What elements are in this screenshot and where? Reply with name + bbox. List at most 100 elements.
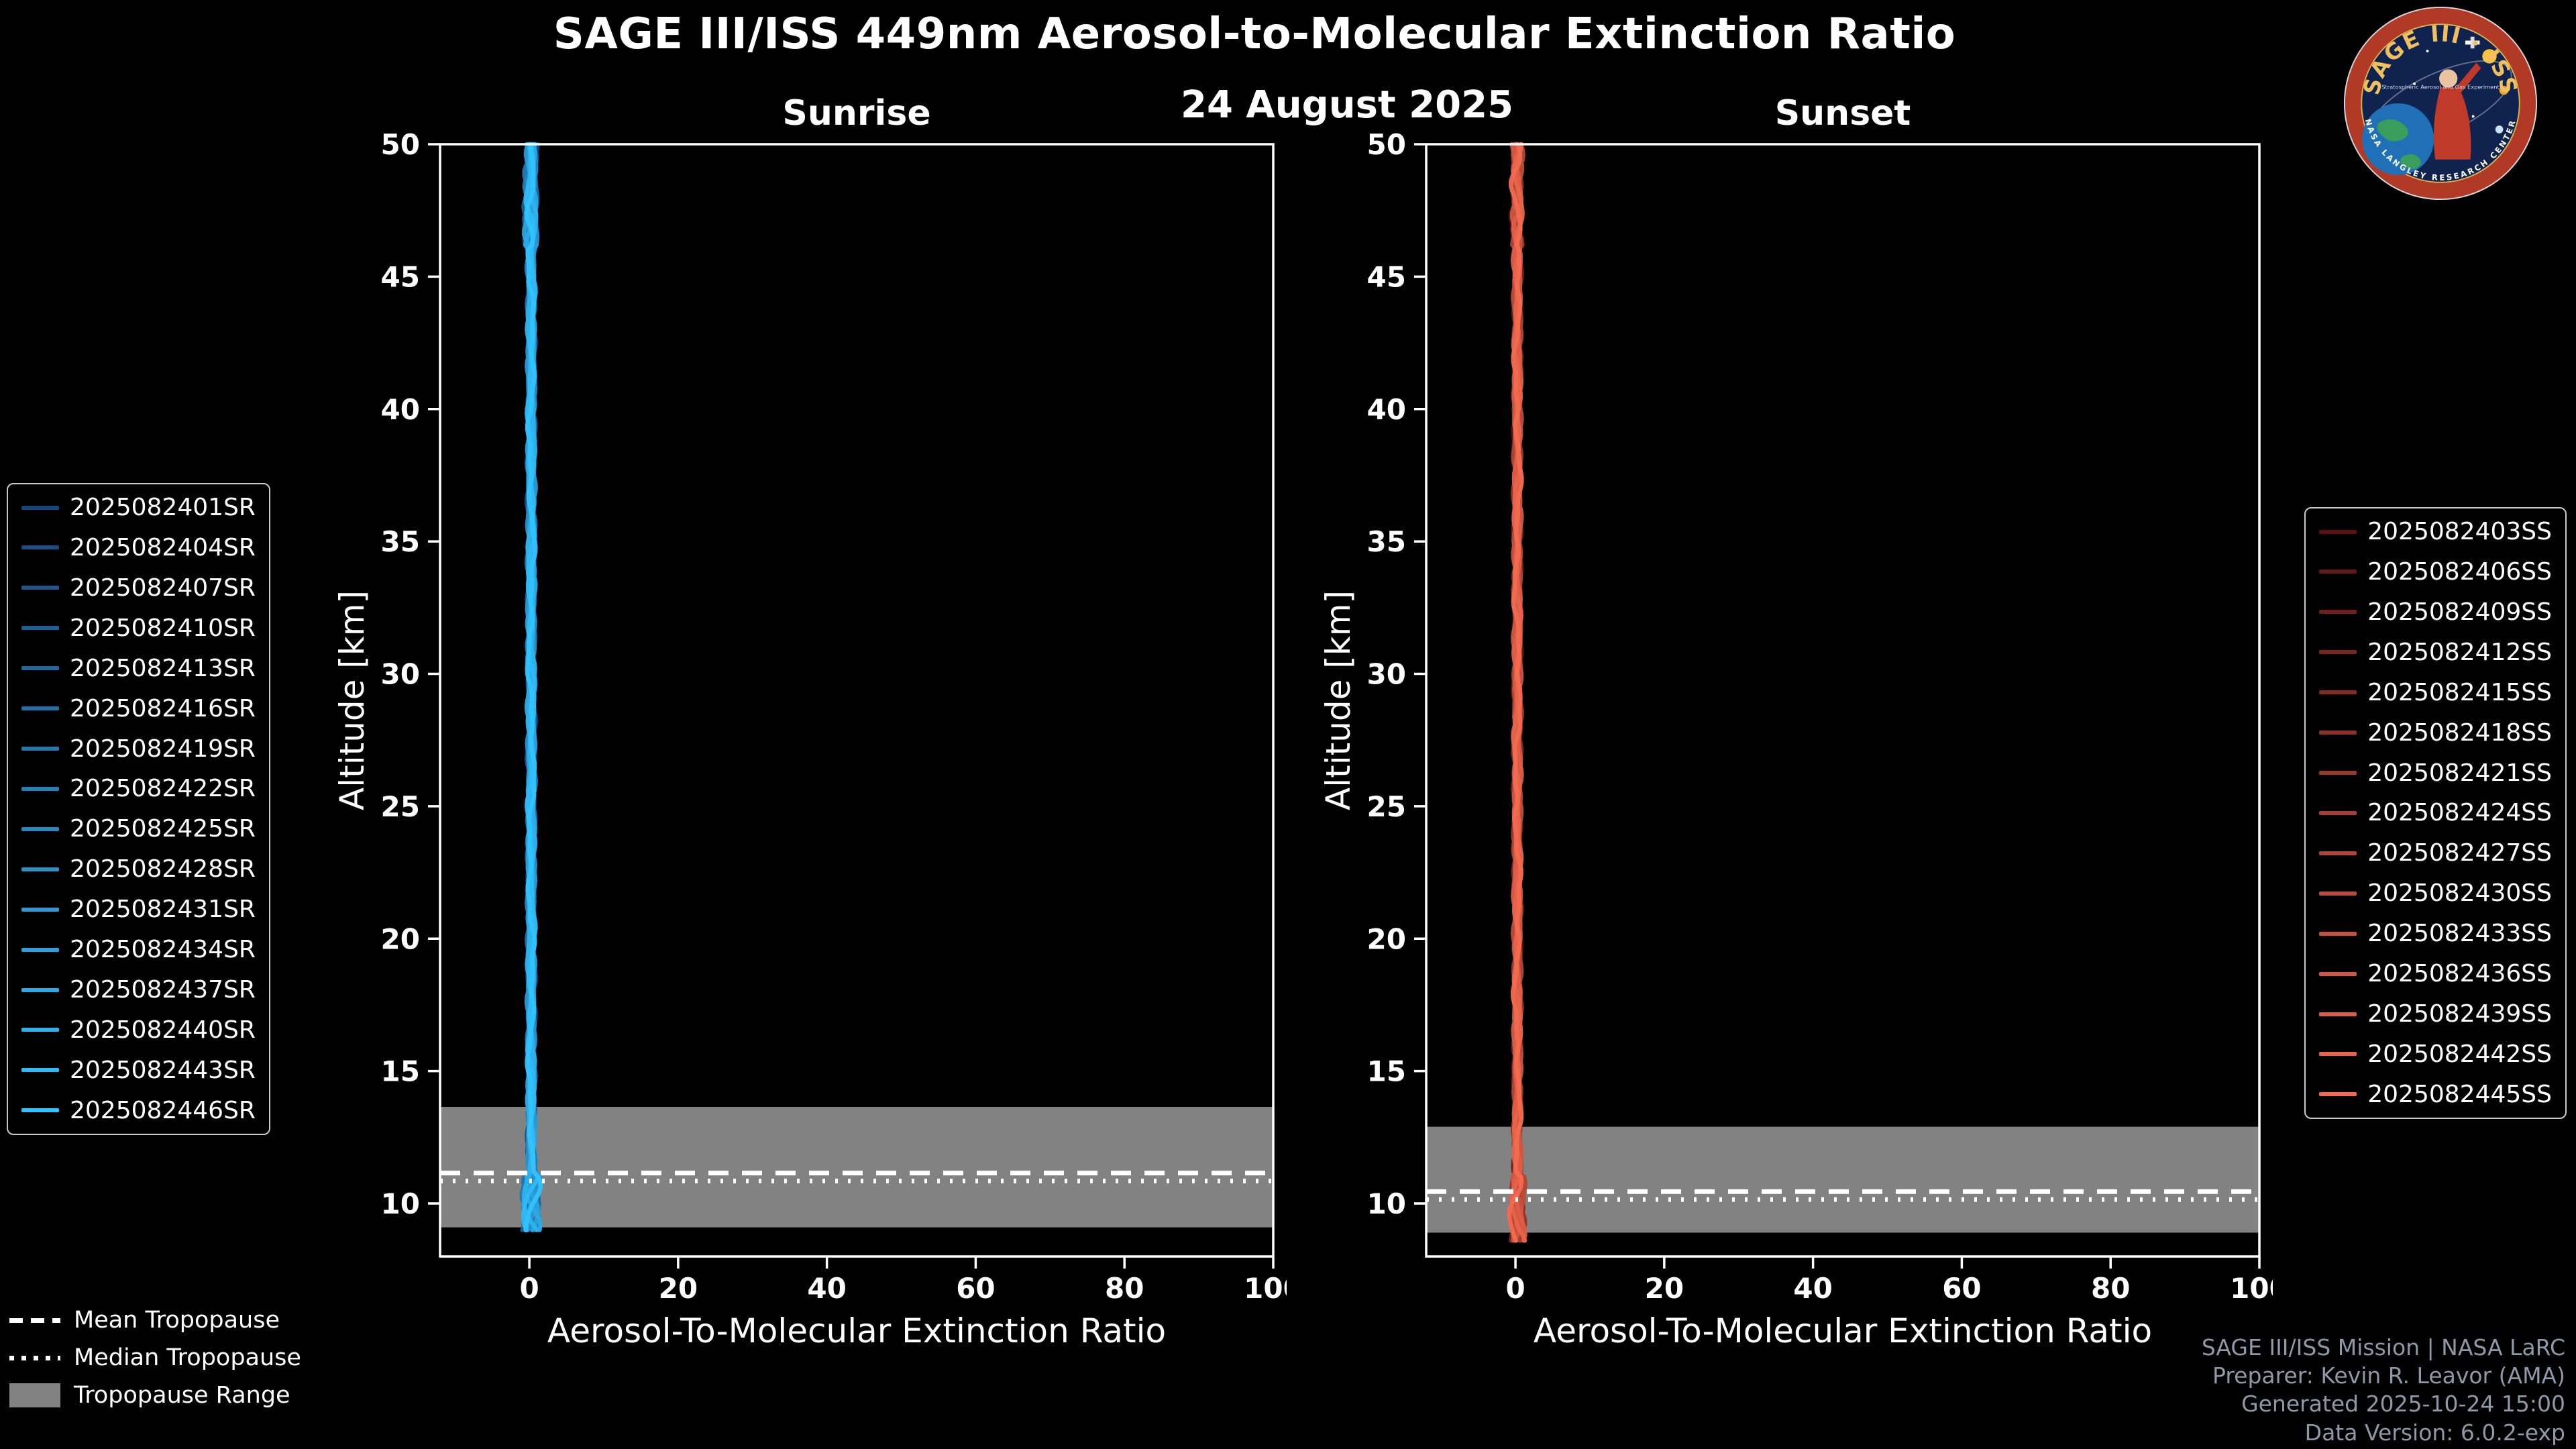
y-tick-label: 30 — [1367, 658, 1406, 691]
legend-item-2025082406SS: 2025082406SS — [2319, 558, 2552, 586]
legend-item-2025082404SR: 2025082404SR — [21, 534, 256, 561]
legend-line-swatch — [2319, 529, 2357, 534]
figure-title: SAGE III/ISS 449nm Aerosol-to-Molecular … — [553, 9, 1956, 59]
plot-border — [1425, 143, 2261, 1258]
y-tick-label: 50 — [381, 128, 420, 161]
legend-line-swatch — [21, 706, 59, 711]
legend-line-swatch — [2319, 650, 2357, 655]
legend-line-swatch — [21, 987, 59, 992]
y-tick-label: 35 — [1367, 525, 1406, 558]
legend-event-label: 2025082416SR — [70, 694, 256, 722]
legend-item-2025082446SR: 2025082446SR — [21, 1097, 256, 1124]
mean-tropopause-label: Mean Tropopause — [74, 1307, 280, 1334]
legend-event-label: 2025082434SR — [70, 936, 256, 964]
legend-event-label: 2025082410SR — [70, 614, 256, 642]
legend-event-label: 2025082421SS — [2367, 759, 2552, 787]
legend-line-swatch — [2319, 810, 2357, 815]
tropopause-range-band — [1426, 1126, 2259, 1233]
credit-line-generated: Generated 2025-10-24 15:00 — [2241, 1391, 2565, 1417]
legend-event-label: 2025082419SR — [70, 735, 256, 763]
legend-item-2025082409SS: 2025082409SS — [2319, 598, 2552, 626]
legend-line-swatch — [21, 786, 59, 791]
legend-line-swatch — [21, 747, 59, 751]
legend-event-label: 2025082440SR — [70, 1016, 256, 1044]
legend-item-2025082433SS: 2025082433SS — [2319, 920, 2552, 947]
legend-line-swatch — [2319, 690, 2357, 695]
y-axis-label: Altitude [km] — [1319, 590, 1358, 810]
legend-item-2025082440SR: 2025082440SR — [21, 1016, 256, 1044]
logo-sub-text: Stratospheric Aerosol and Gas Experiment — [2381, 84, 2500, 91]
legend-item-2025082418SS: 2025082418SS — [2319, 719, 2552, 747]
logo-iss-module — [2470, 36, 2475, 49]
legend-event-label: 2025082427SS — [2367, 839, 2552, 867]
legend-item-2025082407SR: 2025082407SR — [21, 574, 256, 602]
legend-event-label: 2025082404SR — [70, 533, 256, 561]
legend-event-label: 2025082433SS — [2367, 920, 2552, 948]
x-tick-label: 100 — [1244, 1272, 1287, 1305]
y-tick-label: 10 — [1367, 1187, 1406, 1220]
y-tick-label: 45 — [381, 260, 420, 293]
y-tick-label: 50 — [1367, 128, 1406, 161]
legend-item-2025082437SR: 2025082437SR — [21, 976, 256, 1004]
legend-item-2025082442SS: 2025082442SS — [2319, 1040, 2552, 1068]
credits-block: SAGE III/ISS Mission | NASA LaRC Prepare… — [2202, 1334, 2565, 1447]
x-tick-label: 100 — [2230, 1272, 2273, 1305]
legend-event-label: 2025082407SR — [70, 574, 256, 602]
legend-line-swatch — [21, 1028, 59, 1032]
logo-sun — [2482, 49, 2497, 64]
legend-line-swatch — [21, 586, 59, 590]
y-tick-label: 20 — [381, 922, 420, 955]
legend-event-label: 2025082442SS — [2367, 1040, 2552, 1068]
tropopause-range-legend-item: Tropopause Range — [9, 1382, 301, 1409]
panel-title: Sunset — [1775, 93, 1911, 133]
legend-event-label: 2025082406SS — [2367, 557, 2552, 586]
legend-item-2025082410SR: 2025082410SR — [21, 614, 256, 642]
legend-item-2025082416SR: 2025082416SR — [21, 695, 256, 722]
legend-line-swatch — [2319, 851, 2357, 855]
logo-star-1 — [2426, 50, 2429, 53]
mean-tropopause-legend-item: Mean Tropopause — [9, 1307, 301, 1334]
y-tick-label: 40 — [1367, 393, 1406, 426]
legend-line-swatch — [21, 505, 59, 510]
legend-event-label: 2025082446SR — [70, 1096, 256, 1124]
logo-planet-2 — [2495, 125, 2504, 133]
legend-item-2025082436SS: 2025082436SS — [2319, 960, 2552, 987]
logo-star-3 — [2413, 82, 2416, 85]
credit-line-mission: SAGE III/ISS Mission | NASA LaRC — [2201, 1334, 2565, 1360]
y-axis-label: Altitude [km] — [333, 590, 372, 810]
legend-item-2025082425SR: 2025082425SR — [21, 815, 256, 843]
legend-item-2025082445SS: 2025082445SS — [2319, 1081, 2552, 1108]
dashed-line-swatch — [9, 1318, 60, 1323]
panel-title: Sunrise — [782, 93, 930, 133]
legend-line-swatch — [2319, 610, 2357, 614]
tropopause-legend: Mean Tropopause Median Tropopause Tropop… — [9, 1307, 301, 1409]
legend-line-swatch — [21, 1068, 59, 1073]
legend-line-swatch — [2319, 771, 2357, 775]
y-tick-label: 20 — [1367, 922, 1406, 955]
credit-line-version: Data Version: 6.0.2-exp — [2304, 1419, 2565, 1446]
x-tick-label: 60 — [956, 1272, 995, 1305]
x-tick-label: 60 — [1942, 1272, 1981, 1305]
logo-figure-arm — [2452, 62, 2481, 96]
legend-item-2025082427SS: 2025082427SS — [2319, 839, 2552, 867]
legend-line-swatch — [2319, 891, 2357, 896]
legend-line-swatch — [2319, 971, 2357, 976]
gray-band-swatch — [9, 1383, 60, 1407]
legend-event-label: 2025082431SR — [70, 896, 256, 924]
legend-line-swatch — [21, 826, 59, 831]
logo-earth-continent — [2377, 119, 2408, 142]
legend-line-swatch — [2319, 731, 2357, 735]
legend-event-label: 2025082403SS — [2367, 518, 2552, 545]
y-tick-label: 30 — [381, 658, 420, 691]
legend-item-2025082434SR: 2025082434SR — [21, 936, 256, 963]
y-tick-label: 40 — [381, 393, 420, 426]
legend-line-swatch — [2319, 1012, 2357, 1016]
logo-earth-continent-2 — [2400, 154, 2421, 169]
tropopause-range-label: Tropopause Range — [74, 1382, 290, 1409]
legend-line-swatch — [21, 1108, 59, 1113]
legend-item-2025082413SR: 2025082413SR — [21, 655, 256, 682]
legend-event-label: 2025082430SS — [2367, 879, 2552, 908]
logo-figure-head — [2439, 69, 2458, 88]
legend-event-label: 2025082439SS — [2367, 1000, 2552, 1028]
x-tick-label: 20 — [1645, 1272, 1684, 1305]
